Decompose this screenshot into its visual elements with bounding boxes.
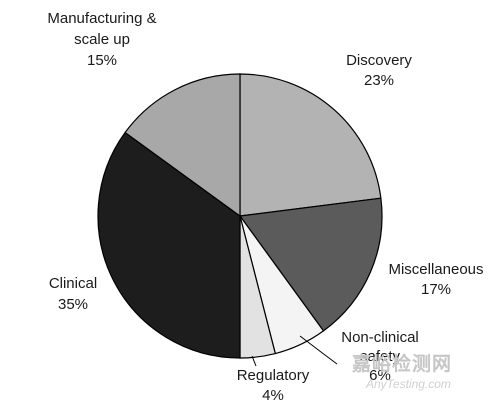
slice-label-line: 17% — [421, 281, 451, 298]
leader-line-regulatory — [251, 355, 257, 367]
pie-slice-discovery — [239, 73, 382, 217]
slice-label-manufacturing-scale-up: Manufacturing & scale up 15% — [47, 10, 156, 69]
slice-label-line: 23% — [364, 72, 394, 89]
slice-label-line: 35% — [58, 296, 88, 313]
watermark-en: AnyTesting.com — [366, 377, 451, 391]
slice-label-line: Miscellaneous — [388, 261, 483, 278]
slice-label-line: 15% — [87, 52, 117, 69]
pie-slices — [97, 73, 383, 359]
pie-slice-clinical — [97, 131, 241, 359]
leader-lines — [251, 335, 338, 367]
slice-label-line: Manufacturing & — [47, 10, 156, 27]
leader-line-non-clinical-safety — [299, 335, 338, 365]
slice-label-line: scale up — [74, 31, 130, 48]
slice-label-miscellaneous: Miscellaneous 17% — [388, 261, 483, 298]
pie-slice-manufacturing-scale-up — [124, 73, 241, 218]
slice-label-line: 6% — [369, 367, 391, 384]
slice-label-line: Non-clinical — [341, 329, 419, 346]
slice-label-discovery: Discovery 23% — [346, 52, 412, 89]
watermark-cn: 嘉峪检测网 — [352, 353, 453, 375]
slice-label-clinical: Clinical 35% — [49, 275, 97, 313]
slice-label-line: Regulatory — [237, 367, 310, 384]
slice-label-line: Discovery — [346, 52, 412, 69]
slice-label-non-clinical-safety: Non-clinical safety 6% — [341, 329, 419, 384]
slice-labels: Discovery 23% Miscellaneous 17% Non-clinical… — [47, 10, 483, 404]
slice-label-line: 4% — [262, 387, 284, 404]
slice-label-line: Clinical — [49, 275, 97, 292]
slice-label-regulatory: Regulatory 4% — [237, 367, 310, 404]
slice-label-line: safety — [360, 348, 401, 365]
pie-slice-miscellaneous — [238, 197, 383, 332]
